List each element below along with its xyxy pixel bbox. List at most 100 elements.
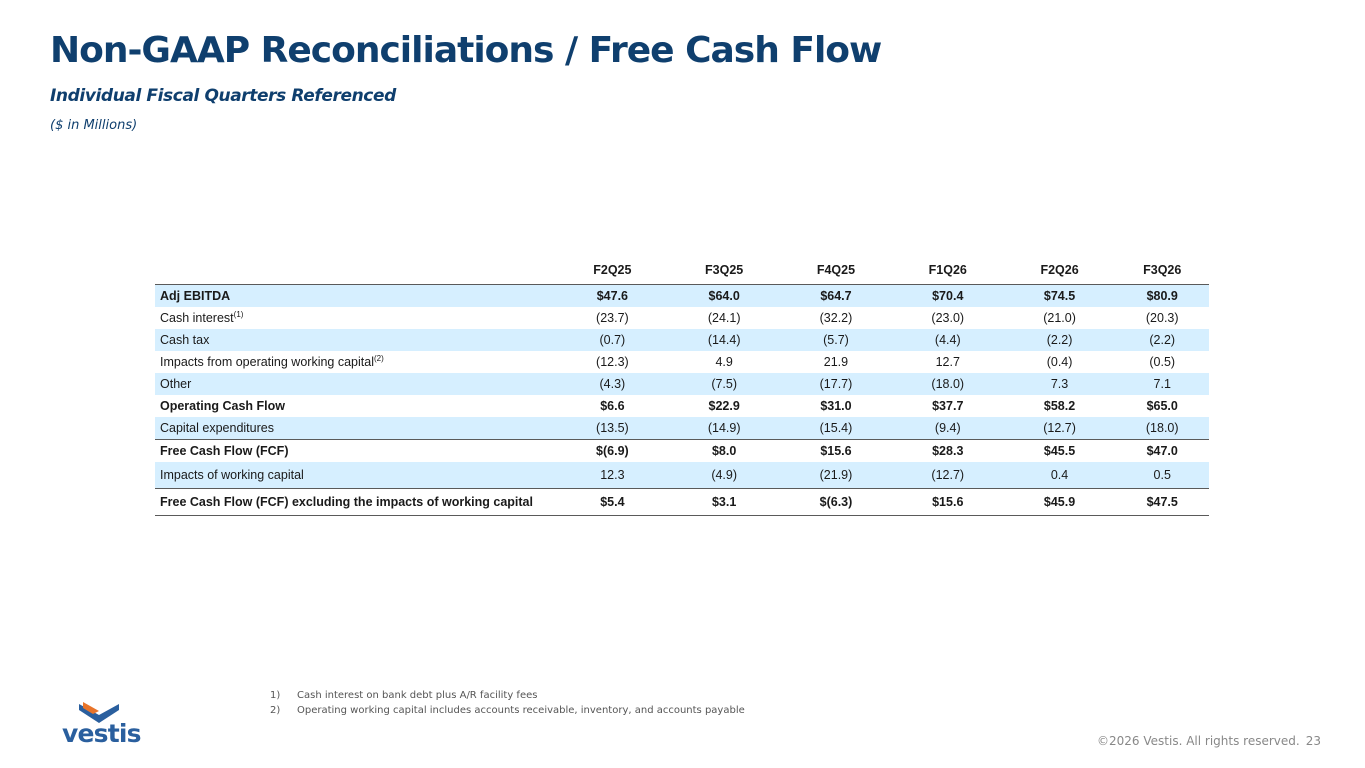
cell-value: $6.6 bbox=[600, 399, 625, 413]
row-label: Cash interest(1) bbox=[160, 309, 244, 325]
units-note: ($ in Millions) bbox=[50, 118, 138, 133]
cell-value: (2.2) bbox=[1003, 329, 1116, 351]
cell-value: $15.6 bbox=[820, 444, 852, 458]
cell-value: 12.3 bbox=[556, 462, 669, 489]
cell-value: (0.5) bbox=[1149, 355, 1176, 369]
cell-value: (7.5) bbox=[668, 373, 781, 395]
cell-value: (0.4) bbox=[1046, 355, 1073, 369]
table-header-row: F2Q25 F3Q25 F4Q25 F1Q26 F2Q26 F3Q26 bbox=[155, 256, 1209, 285]
cell-value: (2.2) bbox=[1115, 329, 1209, 351]
copyright-text: ©2026 Vestis. All rights reserved. bbox=[1097, 734, 1300, 748]
cell-value: $37.7 bbox=[932, 399, 964, 413]
cell-value: (21.9) bbox=[780, 462, 892, 489]
cell-value: $45.5 bbox=[1043, 444, 1076, 458]
cell-value: (4.3) bbox=[556, 373, 669, 395]
cell-value: $58.2 bbox=[1043, 399, 1076, 413]
table-row: Impacts of working capital 12.3 (4.9) (2… bbox=[155, 462, 1209, 489]
row-label: Impacts of working capital bbox=[155, 462, 557, 489]
table-row: Adj EBITDA $47.6 $64.0 $64.7 $70.4 $74.5… bbox=[155, 284, 1209, 307]
cell-value: $45.9 bbox=[1003, 488, 1116, 516]
footnote-number: 2) bbox=[270, 705, 281, 716]
row-label: Impacts from operating working capital(2… bbox=[160, 353, 384, 369]
footnotes: 1) Cash interest on bank debt plus A/R fa… bbox=[270, 690, 745, 720]
cell-value: (24.1) bbox=[707, 311, 741, 325]
cell-value: $(6.9) bbox=[596, 444, 629, 458]
cell-value: (20.3) bbox=[1145, 311, 1179, 325]
cell-value: $80.9 bbox=[1115, 284, 1209, 307]
cell-value: (4.9) bbox=[668, 462, 781, 489]
cell-value: (5.7) bbox=[780, 329, 892, 351]
cell-value: (14.9) bbox=[668, 417, 781, 440]
cell-value: $28.3 bbox=[932, 444, 964, 458]
cell-value: 12.7 bbox=[935, 355, 960, 369]
footnote-marker: (1) bbox=[233, 309, 244, 319]
fcf-reconciliation-table: F2Q25 F3Q25 F4Q25 F1Q26 F2Q26 F3Q26 Adj … bbox=[155, 256, 1209, 516]
page-number: 23 bbox=[1305, 734, 1321, 748]
cell-value: 0.4 bbox=[1003, 462, 1116, 489]
cell-value: (12.3) bbox=[596, 355, 629, 369]
cell-value: $64.0 bbox=[668, 284, 781, 307]
cell-value: (14.4) bbox=[668, 329, 781, 351]
chevron-logo-icon bbox=[79, 702, 119, 723]
cell-value: (0.7) bbox=[556, 329, 669, 351]
cell-value: 21.9 bbox=[823, 355, 849, 369]
cell-value: $65.0 bbox=[1146, 399, 1178, 413]
cell-value: (17.7) bbox=[780, 373, 892, 395]
cell-value: 4.9 bbox=[715, 355, 733, 369]
cell-value: $47.5 bbox=[1115, 488, 1209, 516]
cell-value: $3.1 bbox=[668, 488, 781, 516]
cell-value: (12.7) bbox=[1003, 417, 1116, 440]
row-label: Cash tax bbox=[155, 329, 557, 351]
column-header: F3Q25 bbox=[668, 256, 781, 285]
cell-value: (21.0) bbox=[1043, 311, 1076, 325]
column-header: F2Q26 bbox=[1003, 256, 1116, 285]
cell-value: $5.4 bbox=[556, 488, 669, 516]
cell-value: (4.4) bbox=[891, 329, 1004, 351]
cell-value: $31.0 bbox=[820, 399, 852, 413]
cell-value: (18.0) bbox=[1115, 417, 1209, 440]
footnote: 1) Cash interest on bank debt plus A/R fa… bbox=[270, 690, 745, 705]
cell-value: (9.4) bbox=[891, 417, 1004, 440]
footnote: 2) Operating working capital includes acc… bbox=[270, 705, 745, 720]
cell-value: (15.4) bbox=[780, 417, 892, 440]
column-header: F3Q26 bbox=[1115, 256, 1209, 285]
row-label: Adj EBITDA bbox=[155, 284, 557, 307]
table-row: Other (4.3) (7.5) (17.7) (18.0) 7.3 7.1 bbox=[155, 373, 1209, 395]
page-title: Non-GAAP Reconciliations / Free Cash Flo… bbox=[50, 30, 882, 71]
footnote-marker: (2) bbox=[373, 353, 384, 363]
column-header: F4Q25 bbox=[780, 256, 892, 285]
vestis-logo: vestis bbox=[62, 702, 146, 748]
logo-wordmark: vestis bbox=[62, 719, 142, 748]
page-subtitle: Individual Fiscal Quarters Referenced bbox=[50, 86, 396, 106]
cell-value: $(6.3) bbox=[780, 488, 892, 516]
row-label: Operating Cash Flow bbox=[160, 399, 286, 413]
cell-value: 7.1 bbox=[1115, 373, 1209, 395]
cell-value: (23.7) bbox=[596, 311, 629, 325]
column-header-label bbox=[155, 256, 557, 285]
copyright-footer: ©2026 Vestis. All rights reserved. 23 bbox=[1097, 734, 1321, 748]
cell-value: (18.0) bbox=[891, 373, 1004, 395]
row-label: Other bbox=[155, 373, 557, 395]
footnote-number: 1) bbox=[270, 690, 281, 701]
cell-value: (23.0) bbox=[931, 311, 965, 325]
table-row: Impacts from operating working capital(2… bbox=[155, 351, 1209, 373]
cell-value: (12.7) bbox=[891, 462, 1004, 489]
table-row: Free Cash Flow (FCF) $(6.9) $8.0 $15.6 $… bbox=[155, 440, 1209, 463]
footnote-text: Cash interest on bank debt plus A/R faci… bbox=[297, 690, 538, 701]
cell-value: $22.9 bbox=[708, 399, 740, 413]
cell-value: $74.5 bbox=[1003, 284, 1116, 307]
row-label: Free Cash Flow (FCF) excluding the impac… bbox=[155, 488, 557, 516]
row-label: Free Cash Flow (FCF) bbox=[160, 444, 289, 458]
cell-value: 0.5 bbox=[1115, 462, 1209, 489]
row-label: Capital expenditures bbox=[155, 417, 557, 440]
table-row: Operating Cash Flow $6.6 $22.9 $31.0 $37… bbox=[155, 395, 1209, 417]
cell-value: $8.0 bbox=[711, 444, 737, 458]
footnote-text: Operating working capital includes accou… bbox=[297, 705, 745, 716]
cell-value: 7.3 bbox=[1003, 373, 1116, 395]
table-row: Cash tax (0.7) (14.4) (5.7) (4.4) (2.2) … bbox=[155, 329, 1209, 351]
table-row: Free Cash Flow (FCF) excluding the impac… bbox=[155, 488, 1209, 516]
table-row: Cash interest(1) (23.7) (24.1) (32.2) (2… bbox=[155, 307, 1209, 329]
cell-value: $15.6 bbox=[891, 488, 1004, 516]
cell-value: $64.7 bbox=[780, 284, 892, 307]
column-header: F2Q25 bbox=[556, 256, 669, 285]
